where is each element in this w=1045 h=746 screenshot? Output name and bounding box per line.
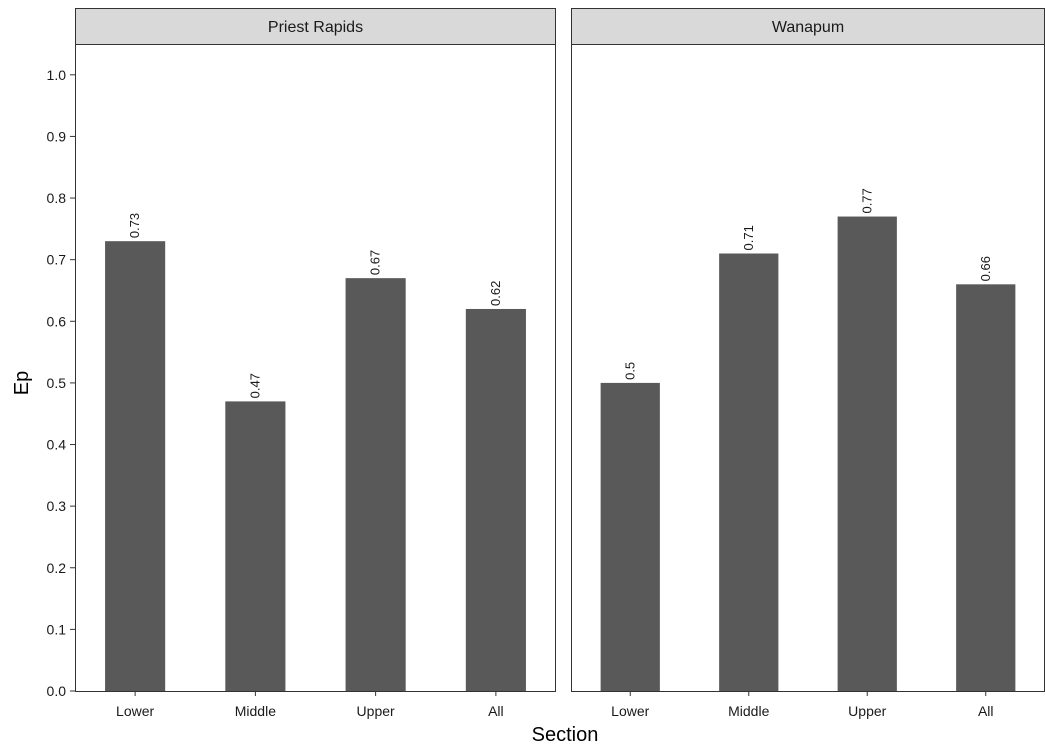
panel-title: Priest Rapids bbox=[268, 19, 363, 36]
panel-strip bbox=[75, 8, 556, 45]
x-axis-title: Section bbox=[532, 724, 599, 746]
y-tick-label: 0.7 bbox=[47, 252, 67, 268]
y-tick-label: 0.4 bbox=[47, 437, 67, 453]
panel-strip bbox=[571, 8, 1045, 45]
y-tick-label: 0.9 bbox=[47, 128, 67, 144]
panel: Wanapum 0.5 Lower 0.71 Middle 0.77 Upper 0.66 Al… bbox=[571, 8, 1045, 719]
bar bbox=[345, 278, 406, 691]
bar-value-label: 0.77 bbox=[859, 188, 874, 213]
y-tick-label: 1.0 bbox=[47, 67, 67, 83]
x-tick-label: Middle bbox=[235, 703, 276, 719]
bar bbox=[956, 284, 1016, 691]
bar-value-label: 0.66 bbox=[978, 256, 993, 281]
y-tick-label: 0.3 bbox=[47, 498, 67, 514]
x-tick-label: All bbox=[978, 703, 994, 719]
y-axis: 0.0 0.1 0.2 0.3 0.4 0.5 0.6 0.7 0.8 0.9 1.0 bbox=[47, 67, 75, 699]
y-tick-label: 0.1 bbox=[47, 621, 67, 637]
bar bbox=[837, 216, 897, 692]
panels: Priest Rapids 0.73 Lower 0.47 Middle 0.67 Uppe… bbox=[75, 8, 1045, 719]
bar-value-label: 0.73 bbox=[127, 213, 142, 238]
bar bbox=[719, 253, 779, 691]
x-tick-label: All bbox=[488, 703, 504, 719]
y-tick-label: 0.6 bbox=[47, 313, 67, 329]
panel: Priest Rapids 0.73 Lower 0.47 Middle 0.67 Uppe… bbox=[75, 8, 556, 719]
bar bbox=[600, 382, 660, 691]
x-tick-label: Upper bbox=[848, 703, 886, 719]
bar bbox=[105, 241, 166, 691]
bar-value-label: 0.5 bbox=[622, 362, 637, 380]
y-tick-label: 0.0 bbox=[47, 683, 67, 699]
y-axis-title: Ep bbox=[11, 371, 33, 395]
y-tick-label: 0.8 bbox=[47, 190, 67, 206]
x-tick-label: Upper bbox=[357, 703, 395, 719]
y-tick-label: 0.2 bbox=[47, 560, 67, 576]
x-tick-label: Middle bbox=[728, 703, 769, 719]
x-tick-label: Lower bbox=[611, 703, 649, 719]
y-tick-label: 0.5 bbox=[47, 375, 67, 391]
panel-title: Wanapum bbox=[772, 19, 844, 36]
panel-border bbox=[75, 44, 556, 692]
bar-value-label: 0.62 bbox=[488, 281, 503, 306]
bar-value-label: 0.71 bbox=[741, 225, 756, 250]
bar-value-label: 0.47 bbox=[247, 373, 262, 398]
bar-value-label: 0.67 bbox=[368, 250, 383, 275]
x-tick-label: Lower bbox=[116, 703, 154, 719]
bar bbox=[225, 401, 286, 691]
bar bbox=[465, 308, 526, 691]
